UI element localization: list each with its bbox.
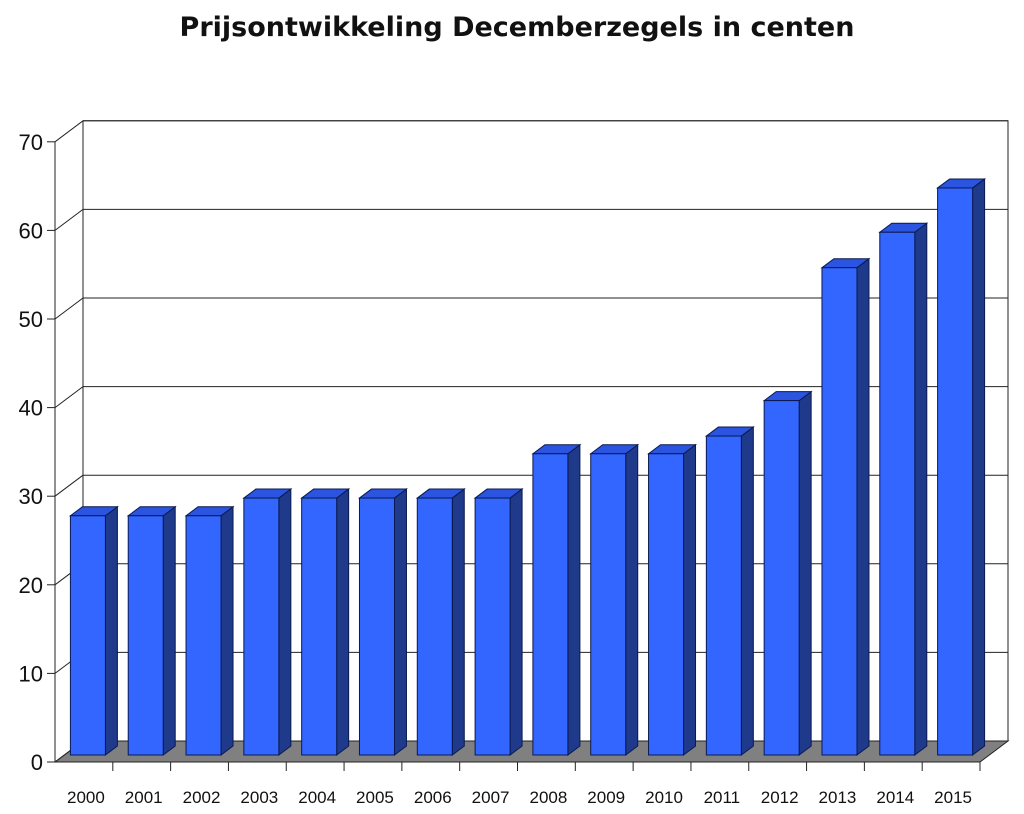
bar-2011 (705, 435, 742, 756)
bar-2013 (821, 267, 858, 756)
chart-title: Prijsontwikkeling Decemberzegels in cent… (179, 12, 855, 43)
bar-2010 (648, 453, 685, 756)
x-tick-label: 2008 (529, 788, 567, 807)
gridline-depth (54, 208, 84, 231)
bar-2004 (301, 497, 338, 756)
bar-side (220, 505, 234, 756)
bar-side (625, 443, 639, 756)
y-tick-label: 0 (31, 750, 43, 775)
x-tick-label: 2012 (761, 788, 799, 807)
bar-2002 (185, 515, 222, 756)
bar-2001 (127, 515, 164, 756)
gridline-depth (54, 120, 84, 143)
x-tick-label: 2015 (934, 788, 972, 807)
bar-side (393, 488, 407, 756)
bar-side (740, 426, 754, 756)
bar-2008 (532, 453, 569, 756)
bar-side (509, 488, 523, 756)
bar-2007 (474, 497, 511, 756)
y-tick-label: 50 (19, 307, 43, 332)
bar-2000 (69, 515, 106, 756)
bar-side (972, 177, 986, 756)
bar-side (798, 390, 812, 756)
bar-side (104, 505, 118, 756)
bar-side (683, 443, 697, 756)
gridline-depth (54, 386, 84, 409)
bar-side (336, 488, 350, 756)
x-tick-label: 2005 (356, 788, 394, 807)
y-tick-label: 70 (19, 130, 43, 155)
x-tick-label: 2004 (298, 788, 336, 807)
x-tick-label: 2010 (645, 788, 683, 807)
x-tick-label: 2013 (819, 788, 857, 807)
y-tick-label: 40 (19, 396, 43, 421)
bar-2006 (416, 497, 453, 756)
bar-side (914, 222, 928, 756)
x-tick-label: 2009 (587, 788, 625, 807)
gridline-depth (54, 297, 84, 320)
gridline-depth (54, 474, 84, 497)
y-tick-label: 30 (19, 484, 43, 509)
x-tick-label: 2001 (125, 788, 163, 807)
bar-2003 (243, 497, 280, 756)
bar-2015 (937, 187, 974, 756)
bar-side (567, 443, 581, 756)
bar-2009 (590, 453, 627, 756)
x-tick-label: 2000 (67, 788, 105, 807)
bar-2005 (358, 497, 395, 756)
x-tick-label: 2003 (240, 788, 278, 807)
x-tick-label: 2011 (704, 788, 741, 807)
bar-side (162, 505, 176, 756)
bar-2012 (763, 400, 800, 756)
bar-2014 (879, 231, 916, 756)
x-tick-label: 2006 (414, 788, 452, 807)
bar-side (451, 488, 465, 756)
y-tick-label: 60 (19, 218, 43, 243)
bar-side (856, 257, 870, 756)
y-tick-label: 10 (19, 661, 43, 686)
y-tick-label: 20 (19, 573, 43, 598)
x-tick-label: 2007 (472, 788, 510, 807)
bar-side (278, 488, 292, 756)
x-tick-label: 2014 (876, 788, 914, 807)
x-tick-label: 2002 (183, 788, 221, 807)
